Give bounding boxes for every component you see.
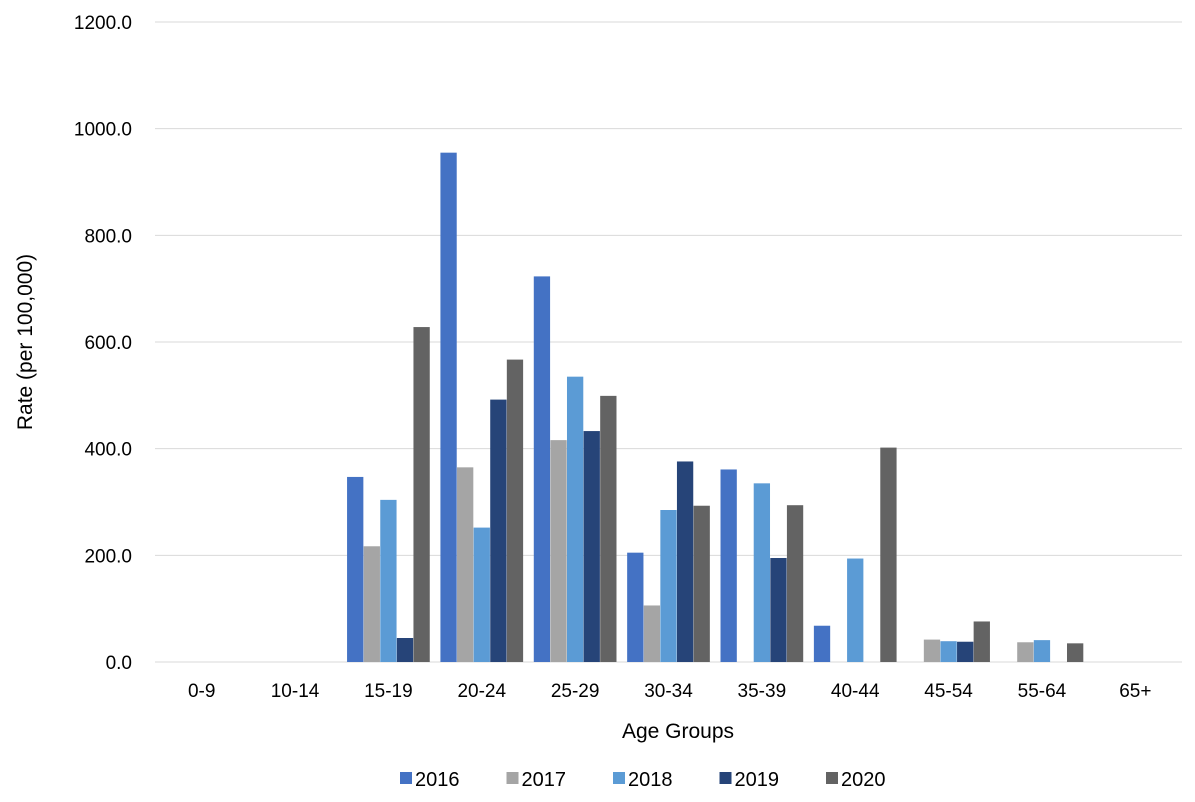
bar-20-24-2017: [457, 467, 474, 662]
legend-swatch-2019: [719, 772, 732, 784]
legend-label-2017: 2017: [522, 769, 567, 791]
legend-label-2020: 2020: [841, 769, 886, 791]
x-tick-label: 10-14: [271, 681, 320, 702]
x-tick-label: 0-9: [188, 681, 215, 702]
bar-45-54-2019: [957, 641, 974, 662]
legend-swatch-2016: [400, 772, 412, 784]
bar-15-19-2019: [396, 638, 414, 662]
bar-20-24-2020: [506, 359, 524, 662]
bar-20-24-2018: [473, 527, 490, 662]
bar-40-44-2020: [880, 447, 897, 662]
x-tick-label: 55-64: [1018, 681, 1067, 702]
y-axis-title: Rate (per 100,000): [14, 254, 37, 430]
bar-30-34-2018: [660, 510, 677, 662]
legend-label-2016: 2016: [415, 769, 460, 791]
bar-25-29-2020: [600, 395, 617, 662]
x-tick-label: 25-29: [551, 681, 600, 702]
x-tick-label: 20-24: [457, 681, 506, 702]
y-tick-label: 800.0: [84, 226, 132, 247]
y-tick-label: 400.0: [84, 440, 132, 461]
bar-30-34-2020: [693, 505, 710, 662]
bar-55-64-2020: [1067, 643, 1084, 662]
bar-15-19-2020: [413, 327, 430, 662]
bars: [347, 152, 1084, 662]
legend-swatch-2020: [826, 772, 838, 784]
x-tick-label: 45-54: [924, 681, 973, 702]
y-tick-label: 1200.0: [74, 13, 132, 34]
y-tick-label: 1000.0: [74, 120, 132, 141]
bar-25-29-2019: [583, 431, 600, 662]
x-tick-label: 15-19: [364, 681, 413, 702]
bar-30-34-2016: [627, 552, 644, 662]
bar-40-44-2018: [847, 558, 864, 662]
x-tick-label: 35-39: [738, 681, 787, 702]
bar-35-39-2020: [786, 505, 804, 662]
bar-55-64-2018: [1033, 640, 1051, 662]
legend: 2016 2017 2018 2019 2020: [400, 769, 886, 791]
bar-25-29-2018: [566, 376, 584, 662]
bar-15-19-2016: [347, 476, 364, 662]
bar-20-24-2019: [490, 399, 507, 662]
bar-45-54-2017: [923, 639, 941, 662]
bar-40-44-2016: [813, 625, 831, 662]
x-tick-label: 65+: [1119, 681, 1151, 702]
x-axis-ticks: 0-9 10-14 15-19 20-24 25-29 30-34 35-39 40-44 45…: [188, 681, 1151, 702]
bar-15-19-2017: [363, 546, 380, 662]
legend-swatch-2018: [613, 772, 625, 784]
bar-45-54-2018: [940, 641, 957, 662]
bar-45-54-2020: [973, 621, 990, 662]
y-tick-label: 600.0: [84, 333, 132, 354]
x-tick-label: 40-44: [831, 681, 880, 702]
y-tick-label: 200.0: [84, 546, 132, 567]
y-axis-ticks: 0.0 200.0 400.0 600.0 800.0 1000.0 1200.0: [74, 13, 132, 674]
bar-35-39-2018: [753, 483, 771, 662]
bar-15-19-2018: [380, 499, 397, 662]
bar-25-29-2016: [533, 276, 551, 662]
legend-swatch-2017: [506, 772, 519, 784]
bar-35-39-2016: [720, 469, 737, 662]
legend-label-2018: 2018: [628, 769, 673, 791]
bar-55-64-2017: [1017, 642, 1034, 662]
bar-35-39-2019: [770, 558, 787, 662]
x-tick-label: 30-34: [644, 681, 693, 702]
bar-30-34-2017: [643, 605, 661, 662]
y-tick-label: 0.0: [106, 653, 132, 674]
legend-label-2019: 2019: [735, 769, 780, 791]
x-axis-title: Age Groups: [622, 720, 734, 743]
bar-20-24-2016: [440, 152, 457, 662]
bar-25-29-2017: [550, 440, 567, 662]
bar-30-34-2019: [676, 461, 694, 662]
gridlines: [155, 21, 1182, 663]
